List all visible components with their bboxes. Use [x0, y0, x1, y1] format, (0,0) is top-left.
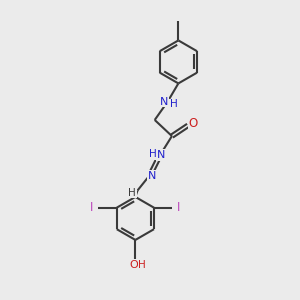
Text: I: I — [90, 201, 94, 214]
Text: H: H — [149, 149, 157, 159]
Text: H: H — [170, 99, 178, 109]
Text: I: I — [177, 201, 181, 214]
Text: N: N — [160, 97, 168, 107]
Text: H: H — [138, 260, 146, 270]
Text: O: O — [189, 117, 198, 130]
Text: N: N — [148, 171, 156, 181]
Text: O: O — [130, 260, 138, 270]
Text: N: N — [157, 150, 165, 160]
Text: H: H — [128, 188, 136, 198]
